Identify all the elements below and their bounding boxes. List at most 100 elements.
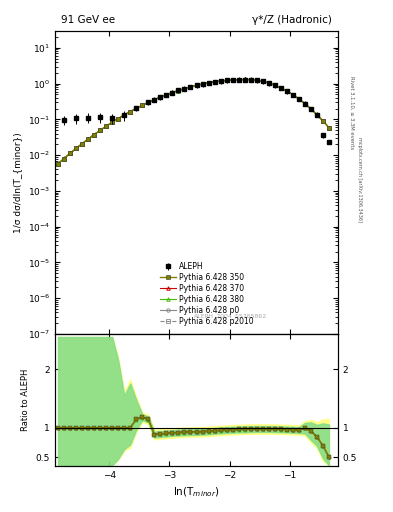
Pythia 6.428 350 xyxy=(170,90,175,96)
Pythia 6.428 370 xyxy=(92,132,97,138)
Pythia 6.428 370 xyxy=(170,90,175,96)
Pythia 6.428 370 xyxy=(188,84,193,90)
Pythia 6.428 p2010 xyxy=(104,123,108,130)
Pythia 6.428 p0 xyxy=(296,96,301,102)
Pythia 6.428 p2010 xyxy=(194,82,199,89)
Pythia 6.428 p2010 xyxy=(56,161,61,167)
X-axis label: ln(T$_{minor}$): ln(T$_{minor}$) xyxy=(173,485,220,499)
Pythia 6.428 350 xyxy=(285,88,289,94)
Pythia 6.428 380 xyxy=(98,127,103,134)
Pythia 6.428 350 xyxy=(224,77,229,83)
Pythia 6.428 370 xyxy=(104,123,108,129)
Pythia 6.428 p2010 xyxy=(303,100,307,106)
Pythia 6.428 p2010 xyxy=(218,78,223,84)
Pythia 6.428 p0 xyxy=(80,141,84,147)
Pythia 6.428 370 xyxy=(278,84,283,91)
Pythia 6.428 380 xyxy=(218,78,223,84)
Pythia 6.428 380 xyxy=(116,116,121,122)
Pythia 6.428 380 xyxy=(152,97,157,103)
Pythia 6.428 370 xyxy=(224,77,229,83)
Pythia 6.428 370 xyxy=(285,88,289,94)
Pythia 6.428 350 xyxy=(242,76,247,82)
Pythia 6.428 p0 xyxy=(188,84,193,90)
Pythia 6.428 350 xyxy=(296,96,301,102)
Line: Pythia 6.428 380: Pythia 6.428 380 xyxy=(56,78,331,165)
Pythia 6.428 380 xyxy=(56,161,61,167)
Pythia 6.428 380 xyxy=(278,85,283,91)
Text: 91 GeV ee: 91 GeV ee xyxy=(61,15,115,25)
Pythia 6.428 380 xyxy=(266,80,271,86)
Pythia 6.428 380 xyxy=(290,92,295,98)
Pythia 6.428 p2010 xyxy=(140,102,145,109)
Pythia 6.428 350 xyxy=(321,118,325,124)
Pythia 6.428 380 xyxy=(146,99,151,105)
Pythia 6.428 380 xyxy=(86,136,90,142)
Pythia 6.428 350 xyxy=(68,151,72,157)
Line: Pythia 6.428 p0: Pythia 6.428 p0 xyxy=(56,78,331,165)
Pythia 6.428 p2010 xyxy=(212,79,217,85)
Pythia 6.428 p2010 xyxy=(285,88,289,94)
Pythia 6.428 370 xyxy=(194,82,199,89)
Pythia 6.428 p2010 xyxy=(327,124,331,131)
Pythia 6.428 p0 xyxy=(170,90,175,96)
Pythia 6.428 p0 xyxy=(272,82,277,88)
Pythia 6.428 p2010 xyxy=(230,77,235,83)
Pythia 6.428 370 xyxy=(68,151,72,157)
Pythia 6.428 p0 xyxy=(303,100,307,106)
Pythia 6.428 p2010 xyxy=(176,88,181,94)
Pythia 6.428 p0 xyxy=(98,127,103,134)
Pythia 6.428 p2010 xyxy=(309,106,313,112)
Pythia 6.428 p2010 xyxy=(290,92,295,98)
Pythia 6.428 p0 xyxy=(92,132,97,138)
Pythia 6.428 350 xyxy=(188,84,193,90)
Pythia 6.428 370 xyxy=(98,127,103,133)
Pythia 6.428 p2010 xyxy=(146,99,151,105)
Pythia 6.428 380 xyxy=(110,119,115,125)
Pythia 6.428 350 xyxy=(104,123,108,130)
Pythia 6.428 380 xyxy=(188,84,193,90)
Pythia 6.428 380 xyxy=(104,123,108,130)
Pythia 6.428 350 xyxy=(116,116,121,122)
Pythia 6.428 380 xyxy=(92,132,97,138)
Pythia 6.428 p0 xyxy=(146,99,151,105)
Pythia 6.428 350 xyxy=(218,78,223,84)
Pythia 6.428 350 xyxy=(92,132,97,138)
Pythia 6.428 p2010 xyxy=(170,90,175,96)
Pythia 6.428 p0 xyxy=(62,156,66,162)
Pythia 6.428 350 xyxy=(110,119,115,125)
Pythia 6.428 p2010 xyxy=(98,127,103,134)
Pythia 6.428 p0 xyxy=(285,88,289,94)
Pythia 6.428 p2010 xyxy=(68,151,72,157)
Pythia 6.428 350 xyxy=(134,105,139,112)
Pythia 6.428 350 xyxy=(290,92,295,98)
Pythia 6.428 p0 xyxy=(261,78,265,84)
Pythia 6.428 350 xyxy=(230,77,235,83)
Line: Pythia 6.428 350: Pythia 6.428 350 xyxy=(56,77,331,166)
Pythia 6.428 380 xyxy=(254,77,259,83)
Pythia 6.428 370 xyxy=(309,106,313,112)
Pythia 6.428 380 xyxy=(134,105,139,112)
Pythia 6.428 p0 xyxy=(116,116,121,122)
Pythia 6.428 p0 xyxy=(266,80,271,86)
Pythia 6.428 350 xyxy=(182,86,187,92)
Pythia 6.428 p2010 xyxy=(248,77,253,83)
Pythia 6.428 p0 xyxy=(242,76,247,82)
Pythia 6.428 350 xyxy=(74,145,79,152)
Pythia 6.428 380 xyxy=(80,141,84,147)
Pythia 6.428 370 xyxy=(182,86,187,92)
Pythia 6.428 370 xyxy=(74,145,79,152)
Pythia 6.428 370 xyxy=(261,78,265,84)
Pythia 6.428 p2010 xyxy=(122,112,127,118)
Pythia 6.428 p0 xyxy=(182,86,187,92)
Pythia 6.428 370 xyxy=(230,77,235,83)
Pythia 6.428 350 xyxy=(80,141,84,147)
Pythia 6.428 p2010 xyxy=(188,84,193,90)
Pythia 6.428 p0 xyxy=(164,92,169,98)
Pythia 6.428 350 xyxy=(128,109,132,115)
Pythia 6.428 p0 xyxy=(110,119,115,125)
Pythia 6.428 370 xyxy=(80,140,84,146)
Pythia 6.428 350 xyxy=(56,161,61,167)
Pythia 6.428 380 xyxy=(230,77,235,83)
Pythia 6.428 p2010 xyxy=(272,82,277,88)
Pythia 6.428 350 xyxy=(122,112,127,118)
